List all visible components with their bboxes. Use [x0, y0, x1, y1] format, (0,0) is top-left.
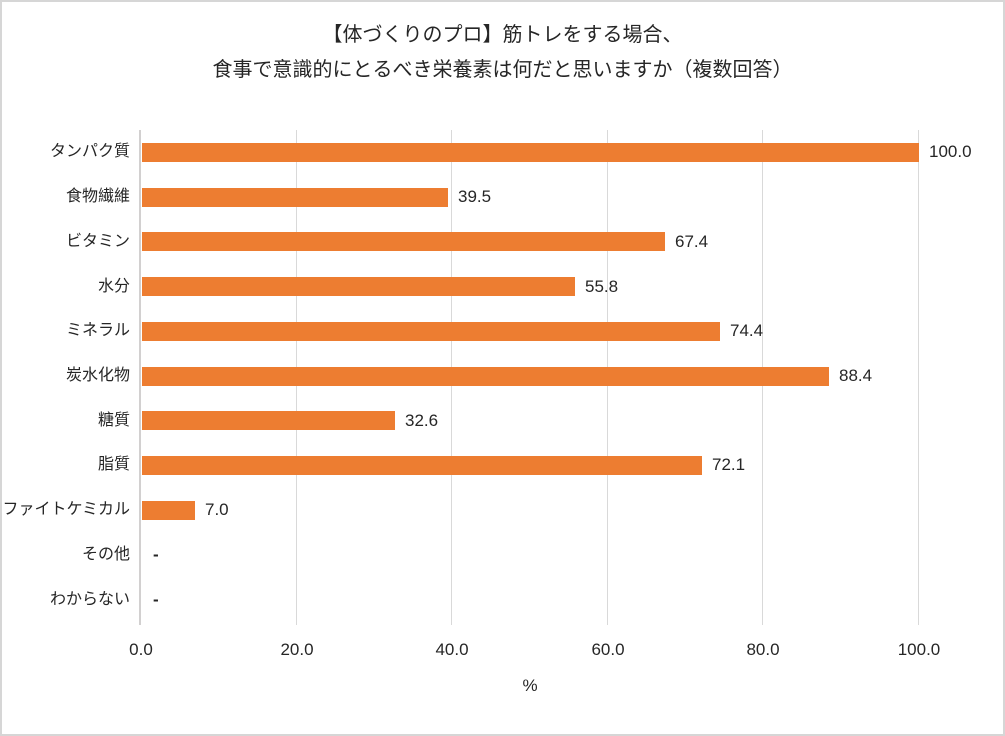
category-label-10: わからない	[49, 591, 130, 608]
category-label-0: タンパク質	[49, 143, 130, 160]
bar-8	[142, 501, 195, 520]
chart-title-line-2: 食事で意識的にとるべき栄養素は何だと思いますか（複数回答）	[212, 59, 793, 81]
x-tick-label-80.0: 80.0	[746, 640, 780, 659]
value-label-6: 32.6	[405, 411, 439, 430]
bar-1	[142, 188, 448, 207]
value-label-0: 100.0	[929, 142, 972, 161]
x-tick-label-40.0: 40.0	[435, 640, 469, 659]
category-label-5: 炭水化物	[65, 367, 130, 384]
bar-5	[142, 367, 829, 386]
category-label-3: 水分	[97, 278, 130, 295]
bar-0	[142, 143, 919, 162]
category-label-2: ビタミン	[65, 233, 130, 250]
value-label-1: 39.5	[458, 187, 492, 206]
chart-title: 【体づくりのプロ】筋トレをする場合、 食事で意識的にとるべき栄養素は何だと思いま…	[2, 18, 1003, 88]
x-tick-label-100.0: 100.0	[897, 640, 941, 659]
category-label-6: 糖質	[97, 412, 130, 429]
value-label-2: 67.4	[675, 232, 709, 251]
value-label-4: 74.4	[730, 321, 764, 340]
category-label-9: その他	[81, 546, 130, 563]
value-label-7: 72.1	[712, 455, 746, 474]
bar-3	[142, 277, 575, 296]
value-label-5: 88.4	[839, 366, 873, 385]
value-label-8: 7.0	[205, 500, 229, 519]
gridline-100.0	[918, 130, 919, 625]
value-label-9: -	[153, 545, 159, 564]
category-label-7: 脂質	[97, 456, 130, 473]
category-label-4: ミネラル	[65, 322, 130, 339]
bar-7	[142, 456, 702, 475]
bar-4	[142, 322, 720, 341]
chart-title-line-1: 【体づくりのプロ】筋トレをする場合、	[322, 24, 683, 46]
value-label-10: -	[153, 590, 159, 609]
category-label-8: ファイトケミカル	[2, 501, 130, 518]
x-axis-title: %	[522, 676, 538, 695]
y-axis-line	[139, 130, 141, 625]
x-tick-label-20.0: 20.0	[280, 640, 314, 659]
value-label-3: 55.8	[585, 277, 619, 296]
x-tick-label-60.0: 60.0	[591, 640, 625, 659]
bar-2	[142, 232, 665, 251]
category-label-1: 食物繊維	[65, 188, 130, 205]
bar-6	[142, 411, 395, 430]
x-tick-label-0.0: 0.0	[129, 640, 153, 659]
